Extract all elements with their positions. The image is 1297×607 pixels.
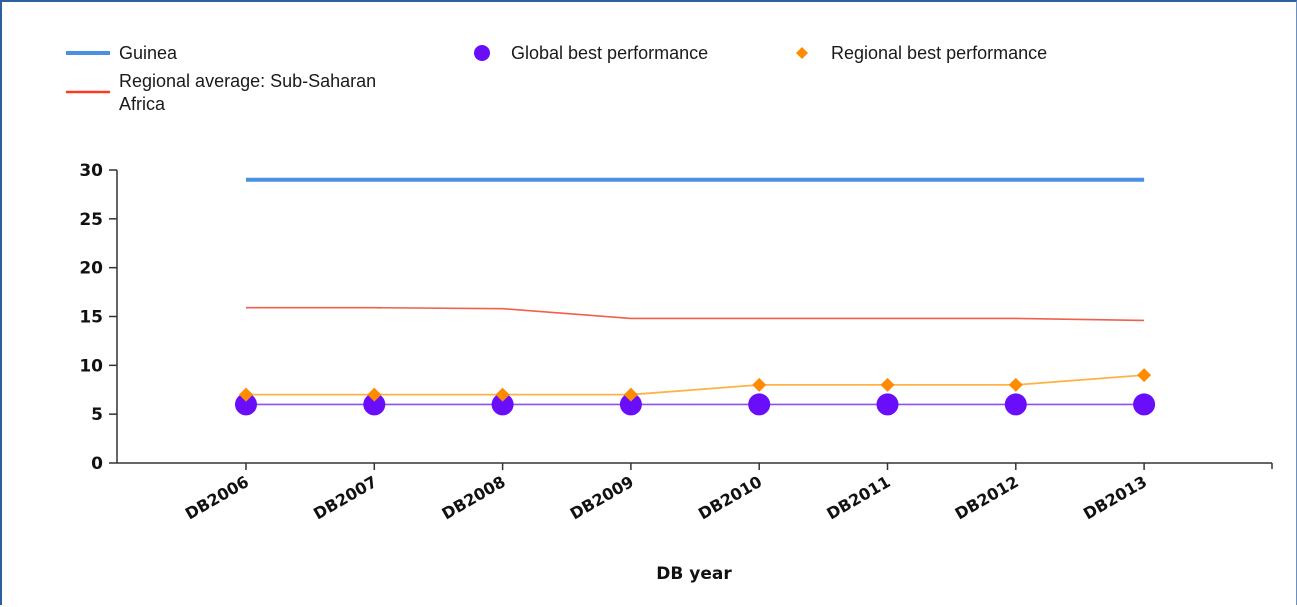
point-global-best-performance [619, 393, 642, 416]
point-regional-best-performance [1137, 368, 1152, 383]
x-tick-label: DB2007 [310, 472, 380, 523]
x-tick-label: DB2012 [952, 472, 1022, 523]
series-layer [235, 177, 1156, 416]
legend: Guinea Regional average: Sub-Saharan Afr… [66, 43, 1047, 114]
legend-label-global-best: Global best performance [511, 43, 708, 63]
point-global-best-performance [1004, 393, 1027, 416]
point-global-best-performance [363, 393, 386, 416]
legend-label-regional-best: Regional best performance [831, 43, 1047, 63]
point-regional-best-performance [495, 387, 510, 402]
x-tick-label: DB2008 [438, 472, 508, 523]
point-global-best-performance [1133, 393, 1156, 416]
point-regional-best-performance [623, 387, 638, 402]
series-line-regional-best-performance [246, 374, 1145, 396]
point-regional-best-performance [239, 387, 253, 402]
x-tick-label: DB2009 [567, 472, 637, 523]
series-line-regional-average-sub-saharan-africa [246, 306, 1145, 322]
point-global-best-performance [876, 393, 899, 416]
y-tick-label: 30 [79, 161, 103, 181]
legend-label-regional-average-line2: Africa [119, 94, 166, 114]
y-tick-label: 10 [79, 356, 103, 376]
x-tick-label: DB2011 [823, 472, 893, 523]
legend-label-regional-average: Regional average: Sub-Saharan [119, 71, 376, 91]
x-tick-label: DB2006 [182, 472, 252, 523]
legend-marker-global-best [474, 45, 490, 61]
point-regional-best-performance [367, 387, 382, 402]
x-tick-label: DB2010 [695, 472, 765, 523]
y-tick-label: 20 [79, 259, 103, 279]
x-axis-title: DB year [656, 564, 732, 584]
legend-marker-regional-best [796, 47, 808, 59]
y-tick-label: 25 [79, 210, 103, 230]
point-regional-best-performance [880, 377, 895, 392]
y-tick-label: 15 [79, 308, 103, 328]
y-tick-label: 5 [91, 405, 103, 425]
y-tick-label: 0 [91, 454, 103, 474]
point-regional-best-performance [1008, 377, 1023, 392]
x-tick-label: DB2013 [1080, 472, 1150, 523]
point-global-best-performance [491, 393, 514, 416]
point-regional-best-performance [752, 377, 767, 392]
axes: 0 5 10 15 20 25 30 DB2006 DB2007 DB2008 DB2009 DB20… [79, 161, 1273, 523]
point-global-best-performance [235, 393, 257, 416]
point-global-best-performance [748, 393, 771, 416]
legend-label-guinea: Guinea [119, 43, 178, 63]
